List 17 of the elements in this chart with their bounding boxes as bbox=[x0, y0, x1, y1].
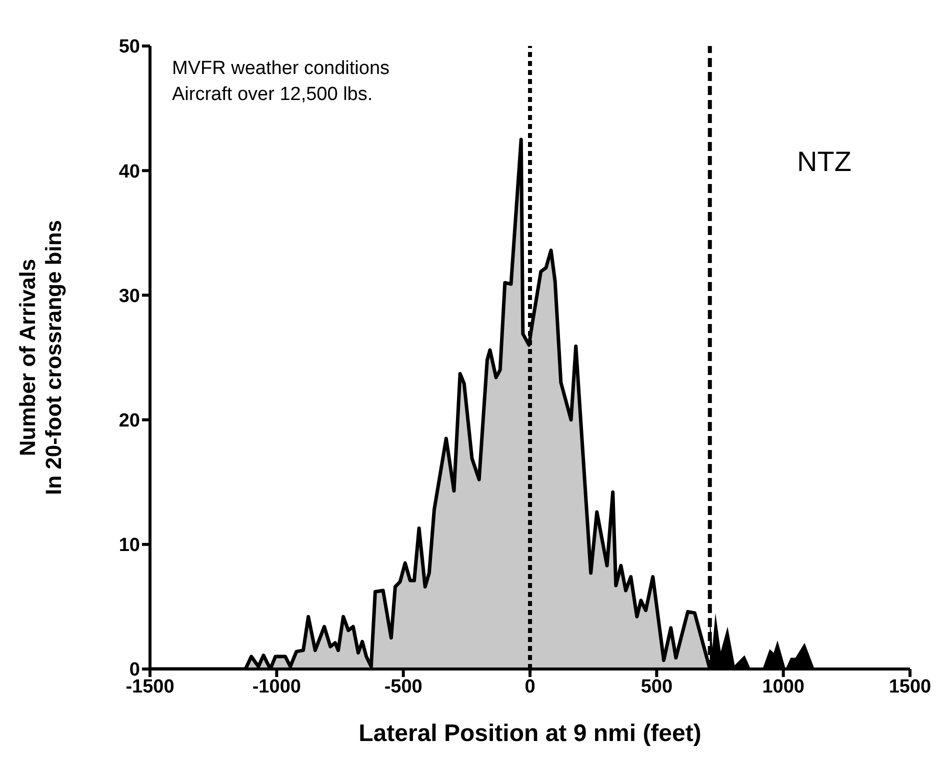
y-tick-label: 30 bbox=[118, 286, 140, 307]
y-axis-title: Number of Arrivals In 20-foot crossrange bins bbox=[15, 220, 66, 496]
y-tick-label: 40 bbox=[118, 161, 140, 182]
x-tick-label: -500 bbox=[384, 676, 422, 698]
x-tick-label: 0 bbox=[524, 676, 536, 698]
annotation: MVFR weather conditions bbox=[172, 58, 390, 80]
annotation: NTZ bbox=[797, 146, 852, 178]
x-tick-label: 1000 bbox=[762, 676, 804, 698]
y-tick-label: 50 bbox=[118, 36, 140, 58]
x-axis-title: Lateral Position at 9 nmi (feet) bbox=[358, 720, 702, 747]
x-tick-label: -1500 bbox=[126, 676, 174, 698]
y-tick-label: 20 bbox=[118, 410, 140, 432]
x-tick-label: 1500 bbox=[888, 676, 932, 698]
annotation: Aircraft over 12,500 lbs. bbox=[172, 84, 373, 106]
y-tick-label: 10 bbox=[118, 535, 140, 556]
x-tick-label: -1000 bbox=[252, 676, 301, 698]
x-tick-label: 500 bbox=[640, 676, 673, 698]
